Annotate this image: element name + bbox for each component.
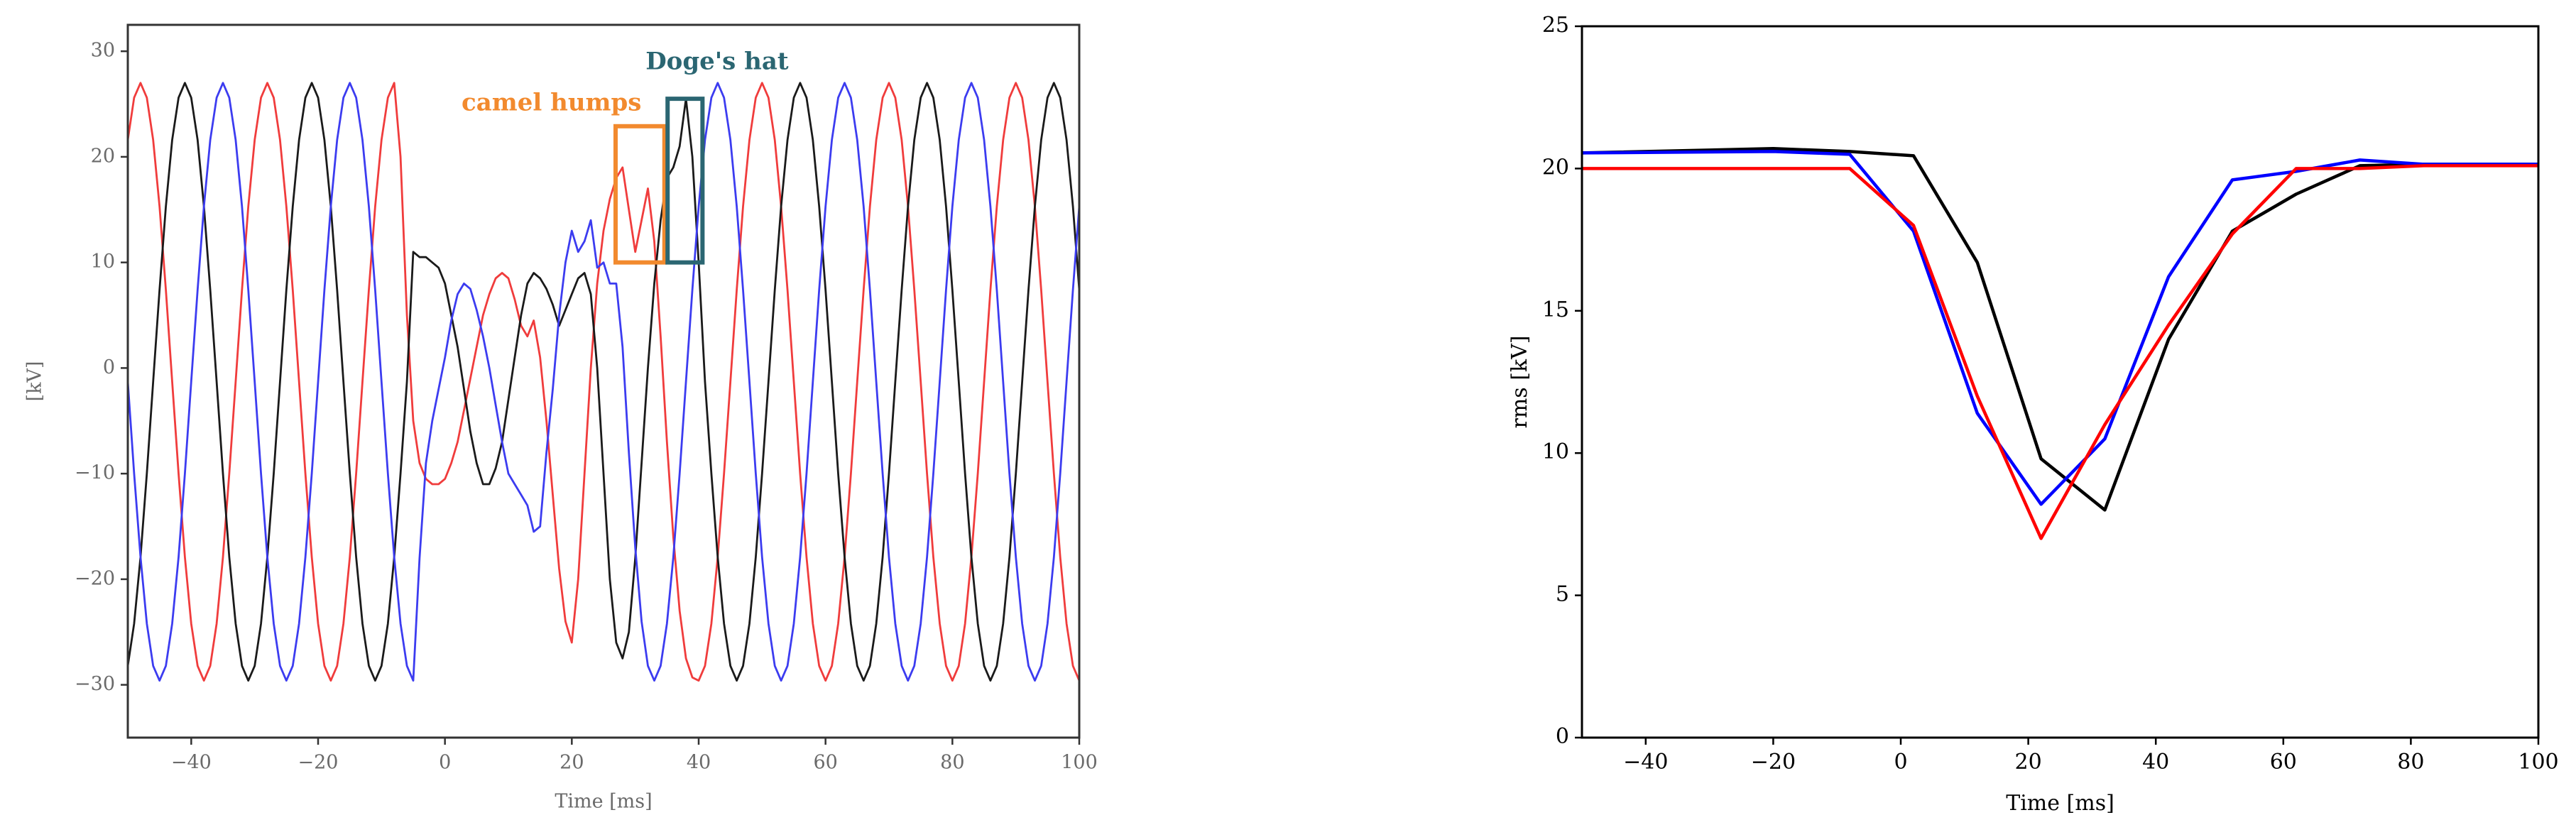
annotation-box: [665, 97, 705, 265]
x-tick-label: −20: [1751, 750, 1796, 775]
y-tick-label: 5: [1556, 582, 1569, 607]
annotation-text: Doge's hat: [645, 48, 789, 76]
x-tick-label: 100: [2518, 750, 2558, 775]
x-tick-label: 80: [940, 752, 964, 774]
y-tick-label: 25: [1542, 13, 1569, 38]
x-tick-label: 0: [439, 752, 451, 774]
plot-frame: [1581, 25, 2540, 739]
y-tick-label: 0: [103, 356, 115, 378]
y-tick-label: −10: [75, 462, 115, 484]
x-tick-label: −40: [1623, 750, 1668, 775]
x-tick-label: −40: [171, 752, 212, 774]
x-tick-label: 0: [1894, 750, 1907, 775]
y-tick-label: 10: [91, 251, 115, 273]
x-tick-label: −20: [298, 752, 339, 774]
annotation-text: camel humps: [462, 89, 641, 117]
series-line: [1581, 150, 2538, 506]
x-tick-label: 20: [560, 752, 584, 774]
y-tick-label: 20: [91, 145, 115, 167]
x-axis-label: Time [ms]: [2006, 791, 2114, 816]
y-tick-label: 10: [1542, 439, 1569, 464]
x-tick-label: 60: [2270, 750, 2297, 775]
plot-frame: [126, 23, 1081, 739]
x-tick-label: 20: [2015, 750, 2042, 775]
y-tick-label: 30: [91, 40, 115, 62]
x-axis-label: Time [ms]: [555, 791, 652, 813]
y-axis-label: rms [kV]: [1507, 336, 1532, 429]
y-tick-label: 15: [1542, 297, 1569, 322]
y-tick-label: −30: [75, 673, 115, 695]
y-tick-label: 0: [1556, 724, 1569, 749]
x-tick-label: 40: [687, 752, 711, 774]
x-tick-label: 100: [1061, 752, 1098, 774]
x-tick-label: 40: [2142, 750, 2169, 775]
series-line: [126, 82, 1081, 682]
annotation-box: [613, 124, 667, 265]
x-tick-label: 60: [813, 752, 837, 774]
series-line: [126, 82, 1081, 682]
y-tick-label: −20: [75, 567, 115, 589]
y-axis-label: [kV]: [24, 361, 46, 402]
y-tick-label: 20: [1542, 155, 1569, 180]
series-line: [1581, 147, 2538, 512]
series-line: [126, 82, 1081, 682]
series-line: [1582, 164, 2538, 540]
x-tick-label: 80: [2397, 750, 2424, 775]
